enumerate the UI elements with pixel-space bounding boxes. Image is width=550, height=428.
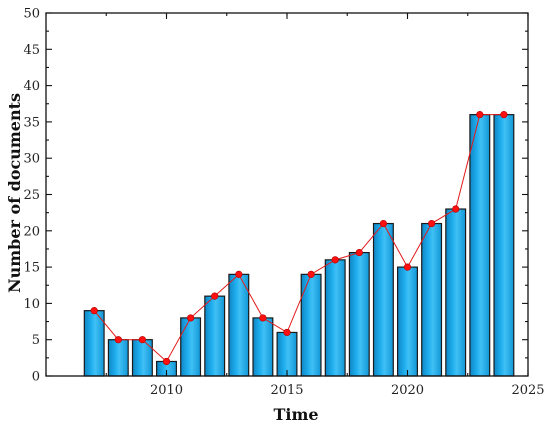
x-tick-label: 2020 bbox=[391, 383, 424, 398]
y-tick-label: 35 bbox=[23, 115, 40, 130]
x-tick-label: 2015 bbox=[270, 383, 303, 398]
bar-2007 bbox=[83, 310, 105, 377]
x-tick-label: 2010 bbox=[150, 383, 183, 398]
point-2022 bbox=[452, 205, 460, 213]
point-2012 bbox=[211, 292, 219, 300]
point-2010 bbox=[162, 357, 171, 366]
bars-group bbox=[83, 114, 515, 377]
bar-2022 bbox=[445, 208, 467, 377]
bar-2015 bbox=[276, 331, 298, 377]
y-tick-label: 0 bbox=[32, 370, 40, 385]
point-2015 bbox=[283, 328, 291, 337]
y-tick-label: 30 bbox=[23, 152, 40, 167]
point-2008 bbox=[114, 336, 122, 344]
y-tick-label: 20 bbox=[23, 224, 40, 239]
x-axis-title: Time bbox=[273, 405, 318, 424]
point-2013 bbox=[235, 270, 243, 278]
y-tick-label: 15 bbox=[23, 261, 40, 276]
bar-2009 bbox=[131, 339, 153, 377]
bar-2024 bbox=[493, 114, 515, 377]
point-2024 bbox=[500, 111, 508, 119]
point-2020 bbox=[403, 263, 412, 271]
bar-2014 bbox=[252, 317, 274, 377]
bar-2020 bbox=[397, 266, 418, 377]
y-axis-title: Number of documents bbox=[5, 93, 24, 293]
bar-2021 bbox=[421, 222, 443, 377]
bar-2016 bbox=[300, 273, 322, 377]
point-2023 bbox=[476, 111, 484, 119]
x-tick-label: 2025 bbox=[511, 383, 544, 398]
y-tick-label: 40 bbox=[23, 79, 40, 94]
point-2019 bbox=[379, 219, 388, 228]
bar-2012 bbox=[204, 295, 226, 377]
bar-2013 bbox=[228, 273, 250, 377]
y-tick-label: 10 bbox=[23, 297, 40, 312]
bar-2023 bbox=[469, 114, 491, 377]
y-tick-label: 50 bbox=[23, 7, 40, 22]
point-2014 bbox=[259, 314, 267, 322]
point-2017 bbox=[331, 256, 339, 264]
y-tick-label: 25 bbox=[23, 188, 40, 203]
bar-2011 bbox=[180, 317, 202, 377]
point-2011 bbox=[187, 314, 195, 322]
trend-group bbox=[90, 111, 508, 366]
bar-2019 bbox=[372, 222, 394, 377]
point-2016 bbox=[307, 270, 315, 278]
point-2018 bbox=[355, 248, 363, 257]
bar-2017 bbox=[324, 259, 346, 377]
y-tick-label: 5 bbox=[32, 333, 40, 348]
bar-2018 bbox=[348, 251, 370, 377]
trend-line bbox=[93, 114, 504, 363]
bar-2008 bbox=[107, 339, 129, 377]
point-2021 bbox=[428, 219, 436, 228]
point-2009 bbox=[138, 336, 146, 344]
point-2007 bbox=[90, 307, 98, 315]
y-tick-label: 45 bbox=[23, 43, 40, 58]
